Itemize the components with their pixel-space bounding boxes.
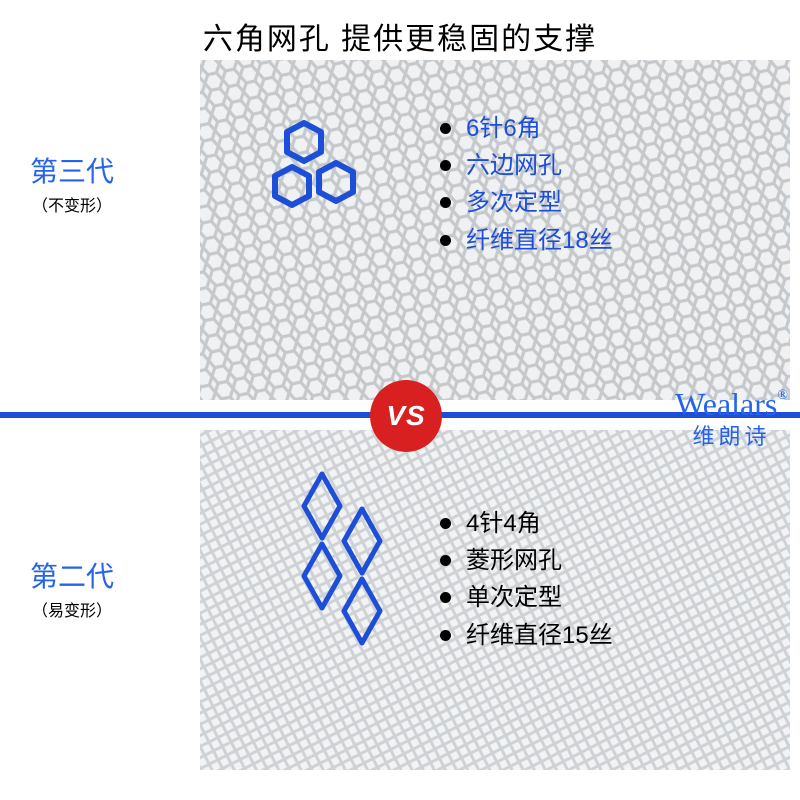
generation-label-gen3: 第三代 （不变形） xyxy=(30,150,114,216)
diamond-icon xyxy=(300,470,344,542)
gen2-feature-list: 4针4角 菱形网孔 单次定型 纤维直径15丝 xyxy=(440,505,613,654)
diamond-icon xyxy=(340,575,384,647)
diamond-icon-group xyxy=(300,470,390,660)
brand-logo-cn: 维朗诗 xyxy=(675,419,788,451)
gen2-subtitle: （易变形） xyxy=(30,597,114,621)
hexagon-icon-group xyxy=(270,120,400,230)
vs-badge: VS xyxy=(370,380,442,452)
brand-logo-script: Wealars® xyxy=(675,390,788,419)
list-item: 多次定型 xyxy=(440,184,613,221)
gen2-title: 第二代 xyxy=(30,555,114,595)
page-title: 六角网孔 提供更稳固的支撑 xyxy=(0,0,800,58)
hexagon-icon xyxy=(270,164,314,208)
list-item: 菱形网孔 xyxy=(440,542,613,579)
hexagon-icon xyxy=(282,120,326,164)
list-item: 6针6角 xyxy=(440,110,613,147)
hexagon-icon xyxy=(314,160,358,204)
list-item: 纤维直径15丝 xyxy=(440,617,613,654)
list-item: 纤维直径18丝 xyxy=(440,222,613,259)
brand-watermark: Wealars® 维朗诗 xyxy=(675,390,788,451)
gen3-subtitle: （不变形） xyxy=(30,192,114,216)
diamond-icon xyxy=(300,540,344,612)
list-item: 六边网孔 xyxy=(440,147,613,184)
gen3-feature-list: 6针6角 六边网孔 多次定型 纤维直径18丝 xyxy=(440,110,613,259)
diamond-icon xyxy=(340,505,384,577)
list-item: 4针4角 xyxy=(440,505,613,542)
list-item: 单次定型 xyxy=(440,579,613,616)
gen3-title: 第三代 xyxy=(30,150,114,190)
generation-label-gen2: 第二代 （易变形） xyxy=(30,555,114,621)
